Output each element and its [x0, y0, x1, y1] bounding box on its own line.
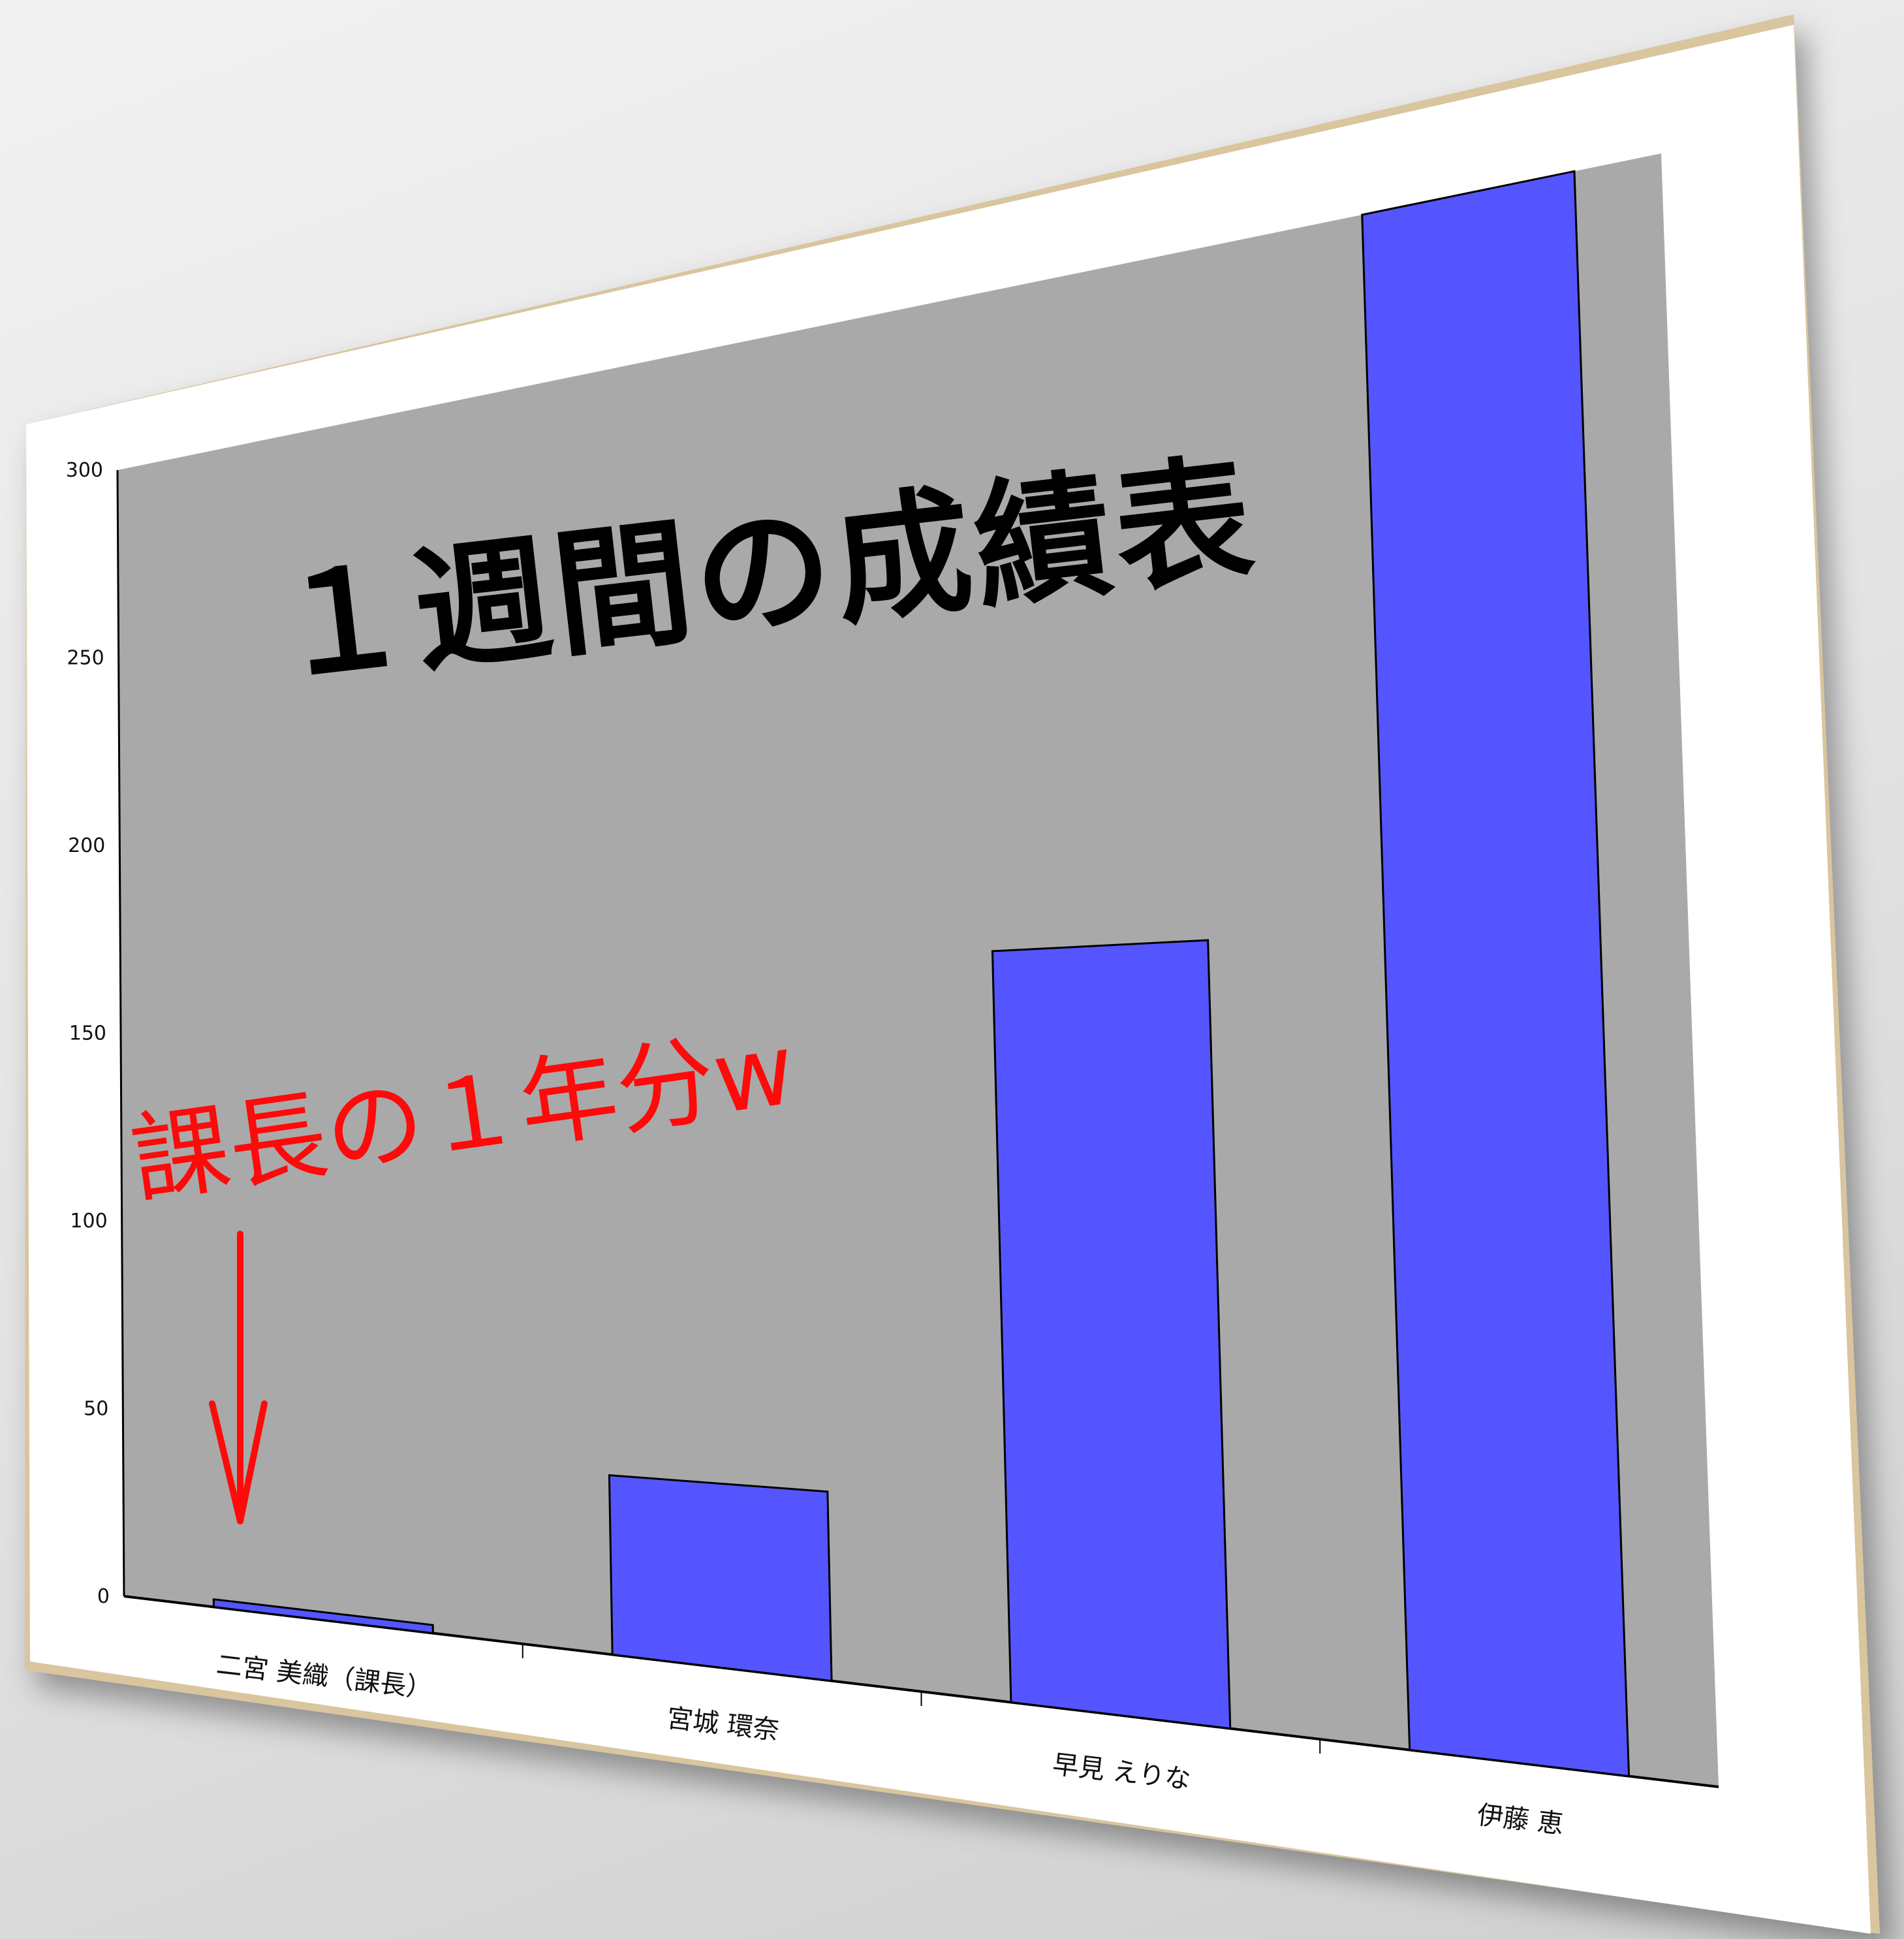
y-tick-label: 50: [84, 1398, 108, 1421]
y-tick-label: 200: [68, 834, 105, 857]
y-axis: [116, 469, 125, 1597]
plot-area: [117, 153, 1719, 1787]
y-axis-ticks: 0 50 100 150 200 250 300: [66, 459, 110, 1608]
y-tick-label: 100: [70, 1210, 107, 1233]
bar-2: [608, 1474, 833, 1682]
bar-4: [1361, 170, 1631, 1778]
y-tick-label: 150: [69, 1022, 106, 1045]
annotation-arrow: [209, 1231, 268, 1524]
y-tick-label: 0: [97, 1585, 110, 1608]
bar-3: [991, 939, 1232, 1730]
bar-series: [212, 170, 1631, 1778]
bar-1: [212, 1598, 434, 1635]
y-tick-label: 250: [67, 647, 104, 670]
y-tick-label: 300: [66, 459, 103, 482]
